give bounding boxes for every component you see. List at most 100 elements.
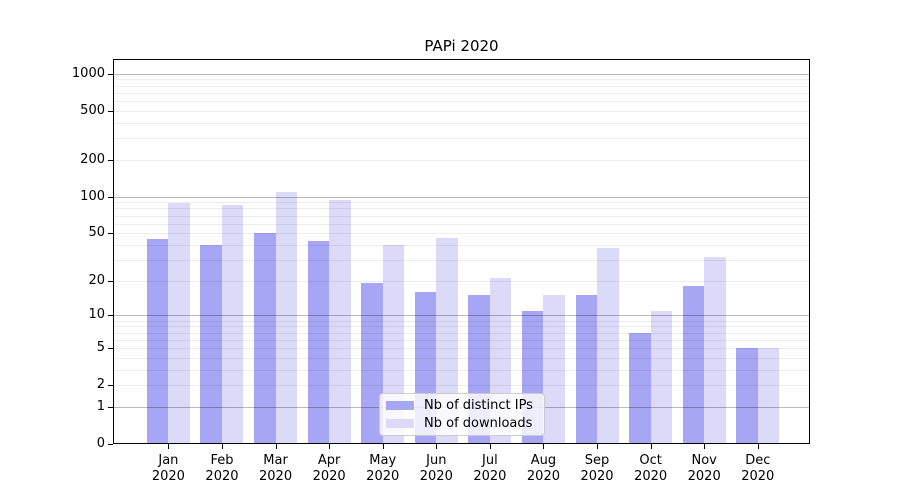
y-tick-label: 100 — [80, 188, 105, 204]
bar-nb-of-downloads — [650, 310, 673, 444]
gridline-minor — [113, 159, 810, 161]
y-tick-label: 200 — [80, 151, 105, 167]
y-tick-label: 0 — [96, 436, 105, 451]
gridline-minor — [113, 122, 810, 124]
legend-label: Nb of distinct IPs — [424, 398, 533, 414]
legend-label: Nb of downloads — [424, 415, 533, 431]
x-tick — [168, 444, 170, 449]
x-tick — [436, 444, 438, 449]
x-tick-month: Oct — [639, 453, 662, 468]
x-tick — [275, 444, 277, 449]
bar-nb-of-downloads — [275, 191, 298, 444]
y-tick-label: 10 — [88, 307, 105, 323]
x-tick-label: Jun 2020 — [406, 453, 466, 485]
y-tick-label: 1 — [96, 398, 105, 414]
x-tick — [489, 444, 491, 449]
x-tick-year: 2020 — [151, 469, 185, 484]
gridline-minor — [113, 110, 810, 112]
chart-title: PAPi 2020 — [424, 37, 499, 55]
gridline-minor — [113, 208, 810, 210]
x-tick-month: Nov — [691, 453, 717, 468]
x-tick-label: Jul 2020 — [460, 453, 520, 485]
gridline-minor — [113, 280, 810, 282]
y-tick-label: 5 — [96, 339, 105, 355]
bar-nb-of-distinct-ips — [629, 332, 651, 444]
y-tick-label: 500 — [80, 102, 105, 118]
x-tick-year: 2020 — [366, 469, 400, 484]
bar-nb-of-distinct-ips — [361, 283, 383, 444]
bar-nb-of-distinct-ips — [736, 347, 758, 444]
x-tick-month: Jul — [482, 453, 498, 468]
x-tick-month: Apr — [317, 453, 341, 468]
gridline-minor — [113, 233, 810, 235]
gridline-minor — [113, 339, 810, 341]
y-tick — [108, 196, 113, 198]
y-tick — [108, 73, 113, 75]
legend: Nb of distinct IPs Nb of downloads — [379, 393, 545, 436]
gridline-minor — [113, 138, 810, 140]
bar-nb-of-downloads — [329, 199, 351, 444]
y-tick — [108, 385, 113, 387]
gridline-major — [113, 315, 810, 317]
bar-nb-of-distinct-ips — [146, 238, 169, 444]
bar-nb-of-downloads — [704, 256, 726, 444]
bar-nb-of-downloads — [597, 247, 619, 444]
y-tick — [108, 444, 113, 445]
x-tick-month: May — [369, 453, 397, 468]
x-tick-label: Aug 2020 — [513, 453, 573, 485]
gridline-minor — [113, 101, 810, 103]
x-tick-label: Mar 2020 — [246, 453, 306, 485]
x-tick-month: Jun — [426, 453, 447, 468]
y-tick — [108, 233, 113, 235]
gridline-minor — [113, 244, 810, 246]
x-tick-month: Feb — [210, 453, 234, 468]
gridline-minor — [113, 79, 810, 81]
plot-area — [113, 59, 810, 444]
gridline-minor — [113, 347, 810, 349]
x-tick-label: Dec 2020 — [728, 453, 788, 485]
y-tick-label: 20 — [88, 272, 105, 288]
bar-nb-of-distinct-ips — [575, 295, 598, 444]
x-tick-month: Sep — [584, 453, 610, 468]
gridline-minor — [113, 326, 810, 328]
gridline-minor — [113, 202, 810, 204]
x-tick-year: 2020 — [741, 469, 775, 484]
x-tick-year: 2020 — [687, 469, 721, 484]
bar-nb-of-downloads — [543, 295, 565, 444]
gridline-minor — [113, 92, 810, 94]
legend-swatch — [386, 418, 414, 428]
x-tick-month: Dec — [745, 453, 771, 468]
y-tick-label: 50 — [88, 225, 105, 241]
y-tick — [108, 315, 113, 317]
x-tick-year: 2020 — [312, 469, 346, 484]
x-tick-label: Jan 2020 — [138, 453, 198, 485]
x-tick-year: 2020 — [526, 469, 560, 484]
bar-nb-of-downloads — [436, 237, 458, 444]
x-tick — [704, 444, 706, 449]
legend-swatch — [386, 401, 414, 411]
legend-item: Nb of distinct IPs — [386, 397, 538, 415]
x-tick-year: 2020 — [580, 469, 614, 484]
x-tick — [329, 444, 331, 449]
x-tick-month: Jan — [158, 453, 179, 468]
x-tick-year: 2020 — [259, 469, 293, 484]
x-tick-month: Aug — [530, 453, 557, 468]
x-tick-label: Sep 2020 — [567, 453, 627, 485]
bar-nb-of-distinct-ips — [682, 286, 705, 444]
gridline-minor — [113, 385, 810, 387]
bar-nb-of-downloads — [168, 203, 190, 444]
gridline-minor — [113, 85, 810, 87]
y-tick — [108, 159, 113, 161]
x-tick-year: 2020 — [473, 469, 507, 484]
gridline-minor — [113, 215, 810, 217]
x-tick-year: 2020 — [634, 469, 668, 484]
x-tick — [597, 444, 599, 449]
gridline-minor — [113, 332, 810, 334]
y-tick — [108, 110, 113, 112]
x-tick — [382, 444, 384, 449]
x-tick-label: Feb 2020 — [192, 453, 252, 485]
bar-nb-of-downloads — [757, 347, 780, 444]
gridline-major — [113, 73, 810, 75]
y-tick-label: 2 — [96, 377, 105, 393]
